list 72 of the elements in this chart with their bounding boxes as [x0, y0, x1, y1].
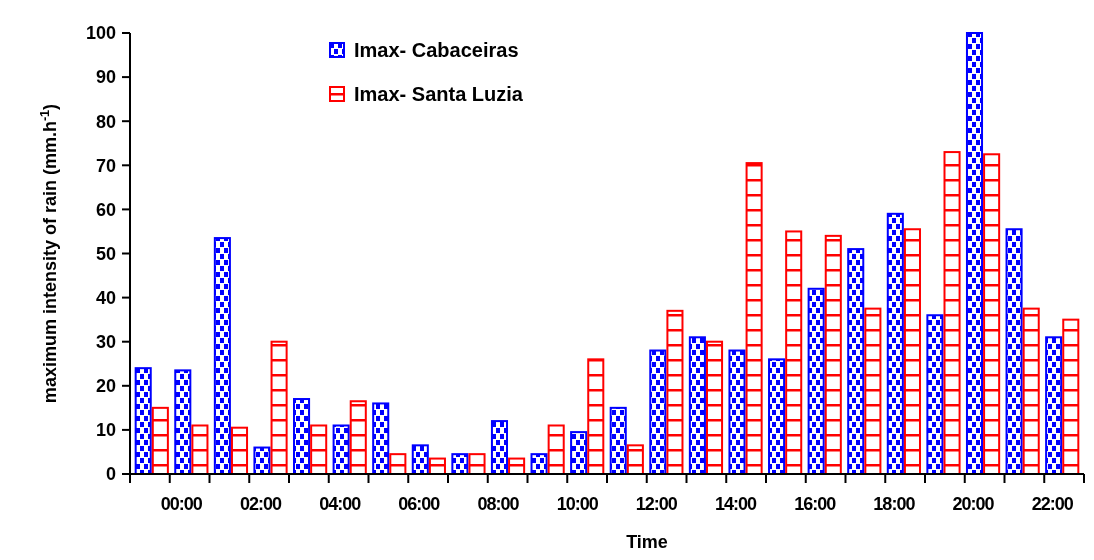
y-tick-label: 40: [95, 287, 116, 308]
bar: [903, 228, 921, 475]
bar: [983, 153, 1001, 475]
bar: [847, 248, 865, 475]
bar: [411, 444, 429, 475]
bar: [451, 453, 469, 475]
y-tick-label: 30: [95, 332, 116, 352]
legend-label: Imax- Cabaceiras: [354, 39, 519, 61]
bar: [705, 340, 724, 475]
bar: [926, 314, 944, 475]
bar: [490, 420, 509, 475]
bar: [332, 424, 350, 475]
bar: [191, 424, 209, 475]
y-tick-label: 100: [85, 23, 116, 44]
bar: [151, 406, 169, 475]
bar: [310, 424, 328, 475]
bar: [824, 234, 842, 475]
bar: [587, 358, 605, 475]
bar: [688, 336, 706, 475]
x-tick-label: 20:00: [952, 494, 995, 514]
y-tick-label: 80: [95, 111, 116, 132]
x-tick-label: 18:00: [873, 494, 916, 514]
x-tick-label: 10:00: [556, 494, 599, 514]
x-tick-label: 08:00: [477, 494, 520, 514]
y-tick-label: 10: [95, 420, 116, 441]
x-tick-label: 04:00: [319, 494, 362, 514]
bar: [864, 307, 882, 475]
x-axis-title: Time: [626, 532, 668, 552]
x-tick-label: 12:00: [635, 494, 678, 514]
bar: [745, 162, 763, 475]
bar: [468, 453, 486, 475]
legend-label: Imax- Santa Luzia: [354, 83, 524, 105]
bar: [530, 453, 548, 475]
y-tick-label: 50: [95, 243, 116, 264]
bar: [728, 349, 746, 475]
bar: [1005, 228, 1023, 475]
bar: [349, 400, 367, 475]
bar: [174, 369, 192, 475]
y-tick-label: 0: [105, 464, 116, 485]
x-tick-label: 06:00: [398, 494, 441, 514]
bar: [609, 406, 627, 475]
bar: [807, 287, 825, 475]
x-tick-label: 14:00: [715, 494, 758, 514]
bar: [768, 358, 786, 475]
y-tick-label: 90: [95, 67, 116, 88]
bar: [965, 32, 984, 475]
bar: [570, 431, 588, 475]
bar: [943, 151, 961, 475]
bar: [372, 402, 390, 475]
bar: [785, 230, 803, 475]
x-tick-label: 16:00: [794, 494, 837, 514]
bar: [253, 446, 271, 475]
bar: [270, 340, 288, 475]
x-tick-label: 00:00: [160, 494, 203, 514]
bar: [134, 367, 152, 475]
x-tick-label: 02:00: [240, 494, 283, 514]
bar: [230, 426, 249, 475]
y-tick-label: 70: [95, 155, 116, 176]
bar: [649, 349, 667, 475]
bar: [626, 444, 644, 475]
y-tick-label: 60: [95, 199, 116, 220]
bar: [389, 453, 407, 475]
x-tick-label: 22:00: [1031, 494, 1074, 514]
bar: [293, 398, 311, 475]
y-tick-label: 20: [95, 376, 116, 397]
bar: [666, 309, 684, 475]
bar: [1062, 318, 1080, 475]
bar: [1045, 336, 1063, 475]
bar: [213, 237, 231, 475]
bar: [1022, 307, 1040, 475]
bar: [886, 212, 904, 475]
bar: [547, 424, 565, 475]
